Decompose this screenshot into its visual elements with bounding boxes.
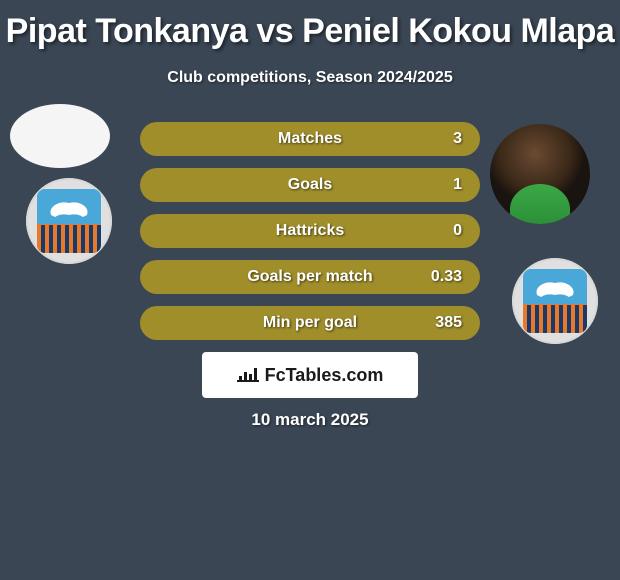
stat-value-right: 0.33 — [431, 268, 462, 286]
stat-label: Hattricks — [276, 222, 344, 240]
branding-box: FcTables.com — [202, 352, 418, 398]
stat-value-right: 385 — [435, 314, 462, 332]
club-logo-left — [26, 178, 112, 264]
club-stripes — [523, 305, 587, 333]
stat-row-hattricks: Hattricks 0 — [140, 214, 480, 248]
chart-icon — [237, 366, 259, 384]
club-logo-inner — [523, 269, 587, 333]
stats-container: Matches 3 Goals 1 Hattricks 0 Goals per … — [140, 122, 480, 352]
stat-value-right: 1 — [453, 176, 462, 194]
stat-label: Goals per match — [247, 268, 372, 286]
stat-value-right: 0 — [453, 222, 462, 240]
club-stripes — [37, 225, 101, 253]
horse-icon — [47, 195, 91, 221]
stat-label: Matches — [278, 130, 342, 148]
page-title: Pipat Tonkanya vs Peniel Kokou Mlapa — [0, 0, 620, 51]
horse-icon — [533, 275, 577, 301]
date-text: 10 march 2025 — [0, 410, 620, 430]
player-avatar-right — [490, 124, 590, 224]
stat-row-matches: Matches 3 — [140, 122, 480, 156]
branding-text: FcTables.com — [265, 365, 384, 386]
club-logo-right — [512, 258, 598, 344]
stat-row-mpg: Min per goal 385 — [140, 306, 480, 340]
stat-row-gpm: Goals per match 0.33 — [140, 260, 480, 294]
stat-row-goals: Goals 1 — [140, 168, 480, 202]
player-avatar-left — [10, 104, 110, 168]
club-logo-inner — [37, 189, 101, 253]
stat-label: Goals — [288, 176, 332, 194]
stat-value-right: 3 — [453, 130, 462, 148]
subtitle: Club competitions, Season 2024/2025 — [0, 69, 620, 87]
stat-label: Min per goal — [263, 314, 357, 332]
